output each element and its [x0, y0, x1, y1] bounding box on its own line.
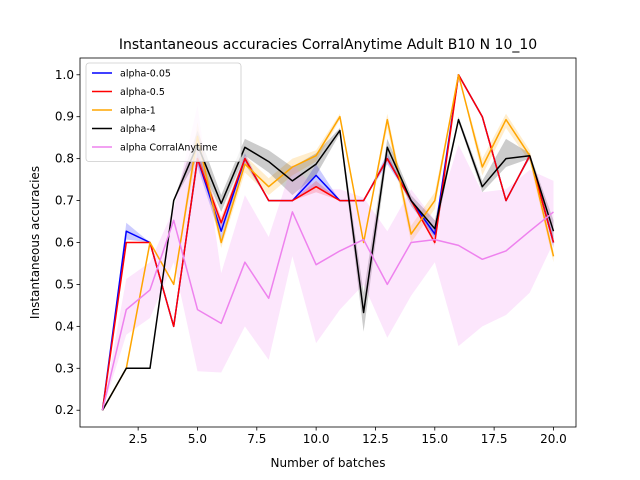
x-tick-label: 15.0 — [421, 432, 448, 446]
x-tick-label: 2.5 — [129, 432, 148, 446]
y-tick-label: 0.5 — [55, 277, 74, 291]
y-tick-label: 0.2 — [55, 403, 74, 417]
x-tick-label: 17.5 — [481, 432, 508, 446]
x-axis-ticks: 2.5 5.0 7.5 10.0 12.5 15.0 17.5 20.0 — [129, 427, 567, 446]
line-series-1 — [101, 74, 555, 411]
x-tick-label: 5.0 — [188, 432, 207, 446]
y-tick-label: 1.0 — [55, 68, 74, 82]
x-tick-label: 7.5 — [247, 432, 266, 446]
line-series-3 — [101, 118, 555, 411]
legend-box — [85, 62, 242, 162]
legend-label-1: alpha-0.5 — [120, 87, 165, 98]
legend-label-4: alpha CorralAnytime — [120, 143, 218, 154]
x-tick-label: 12.5 — [362, 432, 389, 446]
y-axis-ticks: 0.2 0.3 0.4 0.5 0.6 0.7 0.8 0.9 1.0 — [55, 68, 80, 417]
y-axis-label: Instantaneous accuracies — [28, 166, 42, 319]
y-tick-label: 0.3 — [55, 361, 74, 375]
legend-label-0: alpha-0.05 — [120, 69, 171, 80]
chart-title: Instantaneous accuracies CorralAnytime A… — [119, 37, 537, 53]
x-tick-label: 10.0 — [303, 432, 330, 446]
x-axis-label: Number of batches — [271, 456, 386, 470]
line-series-4 — [101, 211, 554, 411]
line-series-2 — [101, 74, 555, 411]
legend-label-2: alpha-1 — [120, 106, 156, 117]
legend-label-3: alpha-4 — [120, 124, 156, 135]
x-tick-label: 20.0 — [540, 432, 567, 446]
legend: alpha-0.05 alpha-0.5 alpha-1 alpha-4 alpha C… — [85, 62, 242, 162]
y-tick-label: 0.6 — [55, 236, 74, 250]
y-tick-label: 0.9 — [55, 110, 74, 124]
y-tick-label: 0.4 — [55, 319, 74, 333]
series-lines — [101, 74, 555, 411]
y-tick-label: 0.8 — [55, 152, 74, 166]
y-tick-label: 0.7 — [55, 194, 74, 208]
